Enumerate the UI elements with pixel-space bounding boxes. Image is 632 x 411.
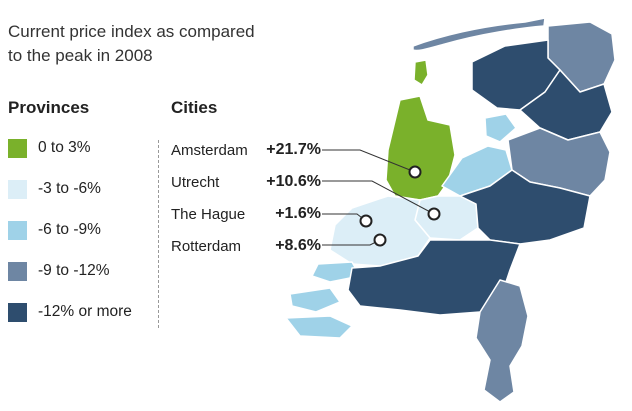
title-line-2: to the peak in 2008 [8,46,153,65]
province-zeeland-middle [289,287,341,313]
city-row-utrecht: Utrecht +10.6% [171,171,321,193]
legend-swatch [8,261,27,281]
province-drenthe [519,69,613,141]
city-marker-the-hague [359,214,373,228]
city-marker-amsterdam [408,165,422,179]
city-marker-rotterdam [373,233,387,247]
title-line-1: Current price index as compared [8,22,255,41]
legend-swatch [8,138,27,158]
province-limburg [475,279,529,403]
wadden-islands [412,17,546,52]
cities-heading: Cities [171,98,218,117]
legend-item: -6 to -9% [8,219,101,241]
legend-label: -12% or more [38,303,132,320]
city-row-rotterdam: Rotterdam +8.6% [171,235,321,257]
legend-item: -12% or more [8,301,132,323]
city-name: The Hague [171,205,246,223]
legend-item: -3 to -6% [8,178,101,200]
province-zuid-holland [329,195,431,267]
city-name: Utrecht [171,173,220,191]
province-noord-holland [385,95,456,201]
legend-label: -6 to -9% [38,221,101,238]
city-name: Rotterdam [171,237,242,255]
city-change: +10.6% [266,173,321,190]
province-texel [413,59,429,86]
legend-label: -9 to -12% [38,262,110,279]
city-name: Amsterdam [171,141,248,159]
province-zeeland-north [311,261,361,283]
province-flevoland-north [484,113,517,143]
city-change: +21.7% [266,141,321,158]
legend-item: -9 to -12% [8,260,110,282]
city-row-amsterdam: Amsterdam +21.7% [171,139,321,161]
legend-swatch [8,179,27,199]
city-change: +8.6% [275,237,321,254]
map-title: Current price index as compared to the p… [8,20,298,68]
provinces-heading: Provinces [8,98,90,117]
city-row-the-hague: The Hague +1.6% [171,203,321,225]
city-marker-utrecht [427,207,441,221]
legend-label: -3 to -6% [38,180,101,197]
province-gelderland [459,169,591,245]
legend-divider [158,140,159,328]
leader-line-utrecht [322,180,435,215]
leader-line-amsterdam [322,149,416,173]
legend-label: 0 to 3% [38,139,91,156]
legend-item: 0 to 3% [8,137,91,159]
city-change: +1.6% [275,205,321,222]
legend-swatch [8,220,27,240]
province-zeeland-south [285,315,353,339]
province-noord-brabant [347,239,521,316]
legend-swatch [8,302,27,322]
